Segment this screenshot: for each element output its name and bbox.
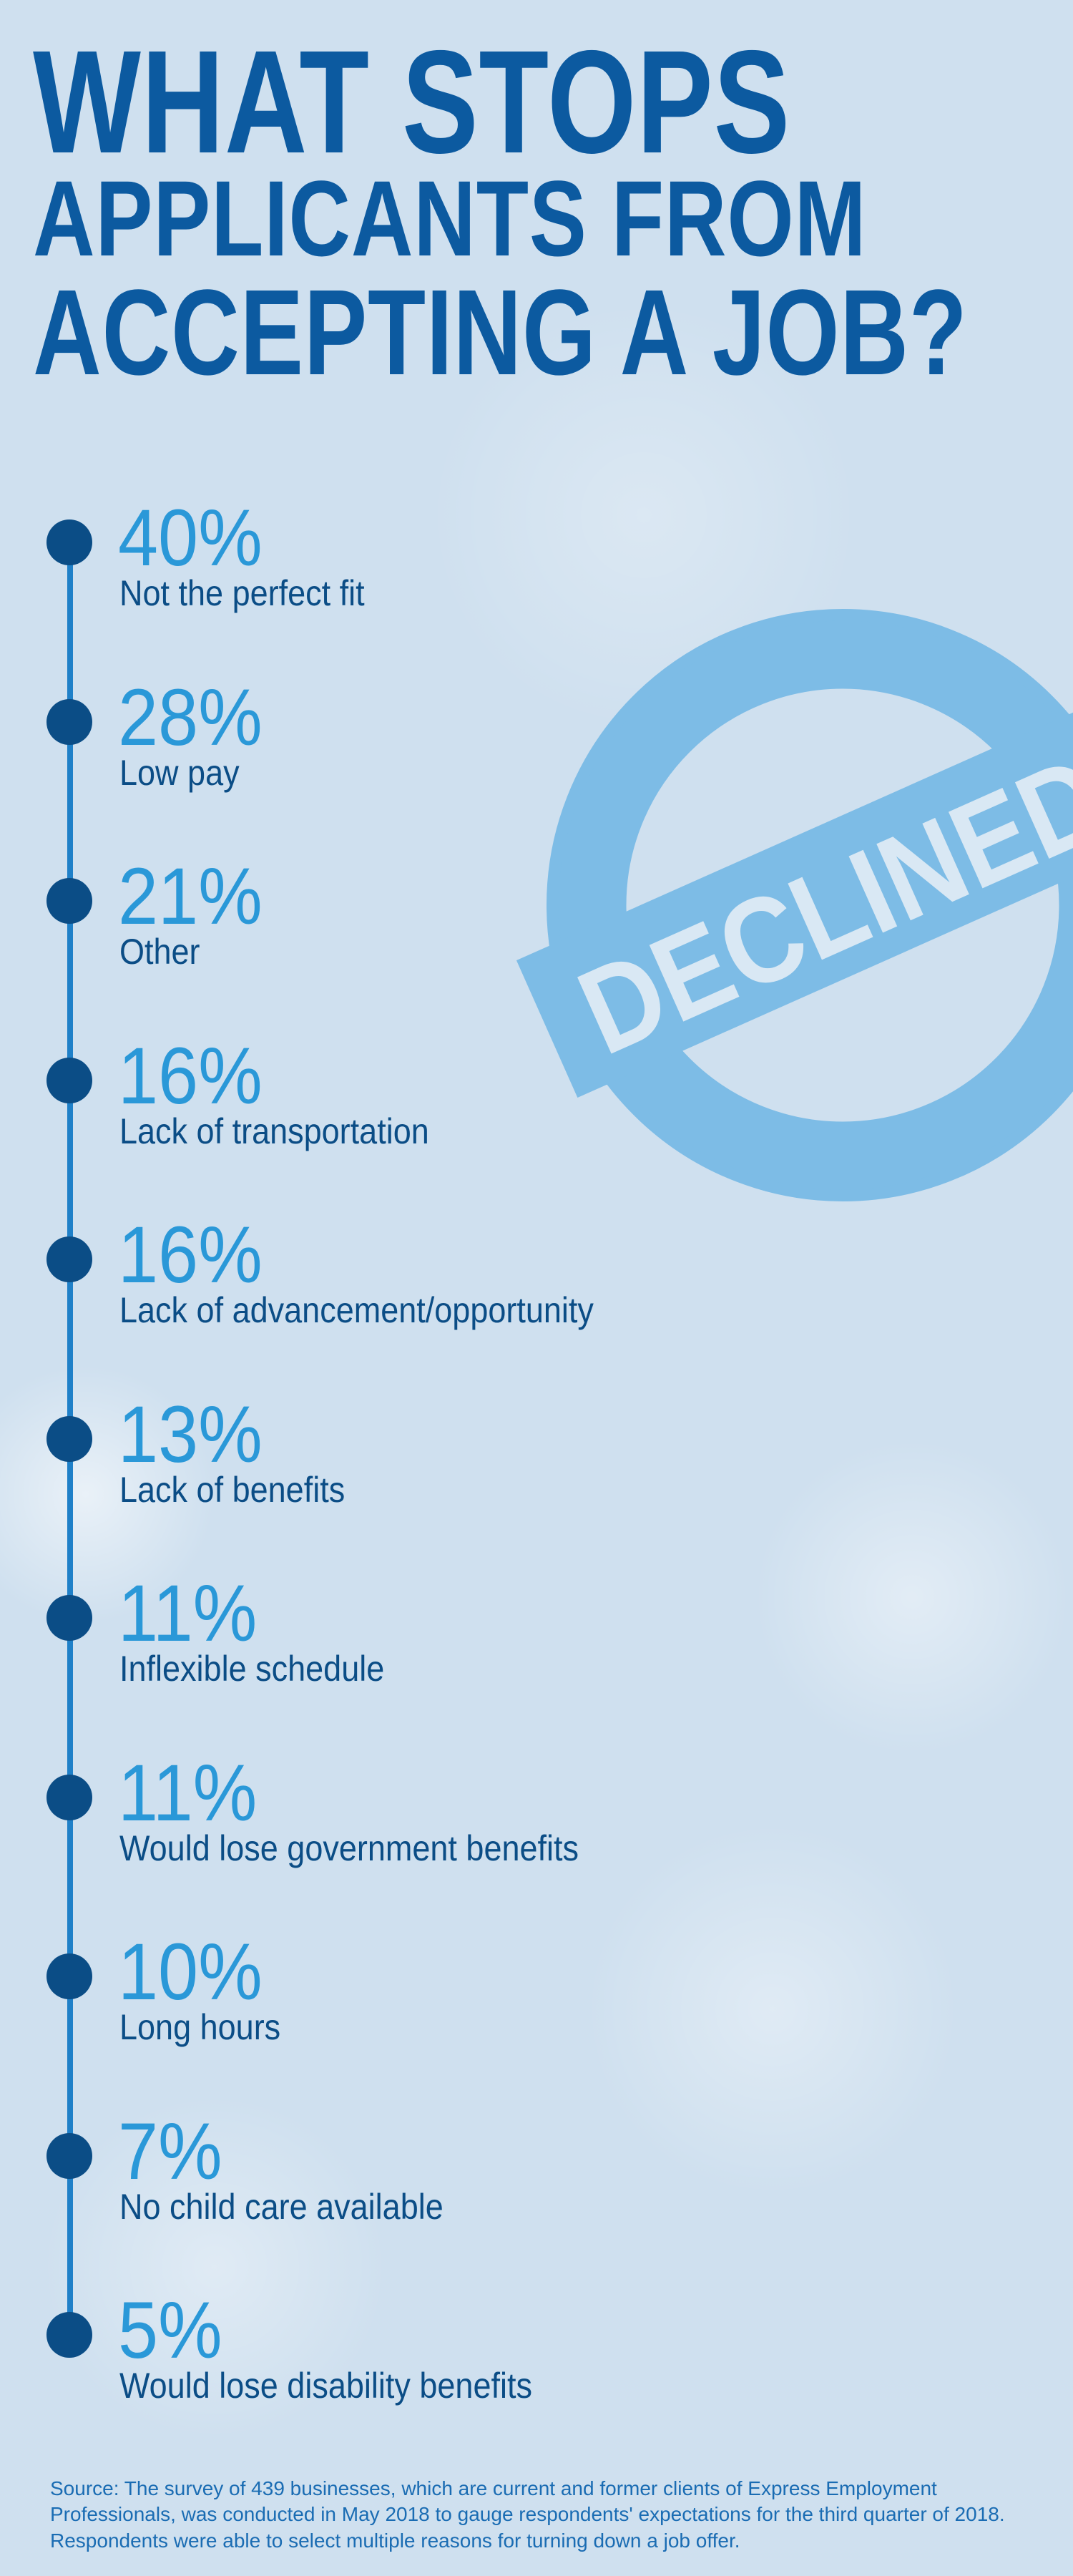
declined-stamp-graphic: DECLINED bbox=[516, 609, 1073, 1201]
percent-value: 5% bbox=[118, 2285, 222, 2375]
percent-value: 11% bbox=[118, 1568, 258, 1658]
timeline-dot bbox=[46, 2132, 92, 2179]
list-item: 16% Lack of transportation bbox=[46, 1035, 633, 1159]
timeline-dot bbox=[46, 1595, 92, 1641]
timeline-dot bbox=[46, 519, 92, 565]
timeline-dot bbox=[46, 1236, 92, 1282]
list-item: 10% Long hours bbox=[46, 1932, 633, 2055]
timeline-dot bbox=[46, 878, 92, 924]
reason-label: Long hours bbox=[119, 2007, 281, 2047]
percent-value: 11% bbox=[118, 1747, 258, 1838]
reason-label: Inflexible schedule bbox=[119, 1649, 385, 1689]
title-line-1: WHAT STOPS bbox=[33, 20, 791, 184]
source-note: Source: The survey of 439 businesses, wh… bbox=[50, 2477, 1005, 2552]
timeline-dot bbox=[46, 698, 92, 745]
timeline-dot bbox=[46, 1774, 92, 1820]
list-item: 40% Not the perfect fit bbox=[46, 498, 633, 621]
title-line-3: ACCEPTING A JOB? bbox=[33, 265, 968, 401]
list-item: 11% Would lose government benefits bbox=[46, 1752, 633, 1876]
reason-label: Lack of transportation bbox=[119, 1111, 429, 1151]
percent-value: 16% bbox=[118, 1030, 263, 1121]
reason-label: Would lose disability benefits bbox=[119, 2366, 532, 2406]
list-item: 21% Other bbox=[46, 857, 633, 980]
timeline-dot bbox=[46, 1953, 92, 1999]
timeline-dot bbox=[46, 1057, 92, 1103]
list-item: 13% Lack of benefits bbox=[46, 1394, 633, 1518]
declined-stamp: DECLINED bbox=[501, 533, 1073, 1206]
reason-label: No child care available bbox=[119, 2186, 444, 2227]
timeline-dot bbox=[46, 1415, 92, 1462]
list-item: 28% Low pay bbox=[46, 677, 633, 801]
reason-label: Lack of advancement/opportunity bbox=[119, 1290, 594, 1330]
page-title: WHAT STOPS APPLICANTS FROM ACCEPTING A J… bbox=[33, 20, 1049, 401]
percent-value: 7% bbox=[118, 2106, 222, 2196]
reason-label: Other bbox=[119, 932, 200, 972]
reason-label: Low pay bbox=[119, 752, 240, 793]
reason-label: Lack of benefits bbox=[119, 1469, 346, 1510]
reason-label: Not the perfect fit bbox=[119, 573, 365, 613]
timeline-dot bbox=[46, 2312, 92, 2358]
reason-label: Would lose government benefits bbox=[119, 1828, 579, 1868]
percent-value: 16% bbox=[118, 1210, 263, 1299]
percent-value: 21% bbox=[118, 852, 263, 941]
percent-value: 10% bbox=[118, 1927, 263, 2016]
list-item: 5% Would lose disability benefits bbox=[46, 2290, 633, 2414]
list-item: 16% Lack of advancement/opportunity bbox=[46, 1215, 633, 1338]
list-item: 7% No child care available bbox=[46, 2111, 633, 2235]
list-item: 11% Inflexible schedule bbox=[46, 1574, 633, 1697]
percent-value: 28% bbox=[118, 672, 263, 762]
title-line-2: APPLICANTS FROM bbox=[33, 158, 867, 278]
percent-value: 13% bbox=[118, 1389, 263, 1479]
percent-value: 40% bbox=[118, 493, 263, 582]
